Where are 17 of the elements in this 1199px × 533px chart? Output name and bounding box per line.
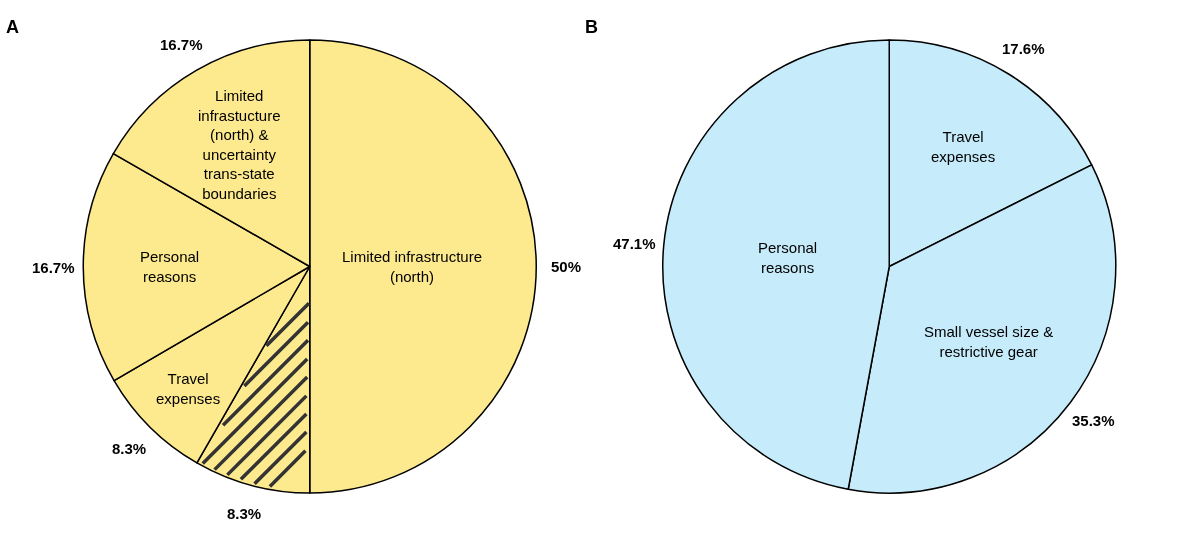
data-label: 16.7% xyxy=(32,259,75,276)
data-label: 47.1% xyxy=(613,235,656,252)
slice-label: Travel expenses xyxy=(156,370,221,407)
chart-title: B xyxy=(585,17,598,37)
data-label: 8.3% xyxy=(112,440,147,457)
data-label: 35.3% xyxy=(1072,412,1115,429)
slice-label: Personal reasons xyxy=(758,239,818,276)
slice-label: Limited infrastucture (north) & uncertainty trans-state boundaries xyxy=(198,87,281,202)
chart-title: A xyxy=(6,17,19,37)
data-label: 16.7% xyxy=(160,36,203,53)
slice-label: Travel expenses xyxy=(931,128,996,165)
slice-label: Personal reasons xyxy=(140,248,200,285)
data-label: 17.6% xyxy=(1002,40,1045,57)
slice-label: Small vessel size & restrictive gear xyxy=(924,323,1054,360)
data-label: 50% xyxy=(551,258,582,275)
slice-label: Limited infrastructure (north) xyxy=(342,248,483,285)
data-label: 8.3% xyxy=(227,505,262,522)
